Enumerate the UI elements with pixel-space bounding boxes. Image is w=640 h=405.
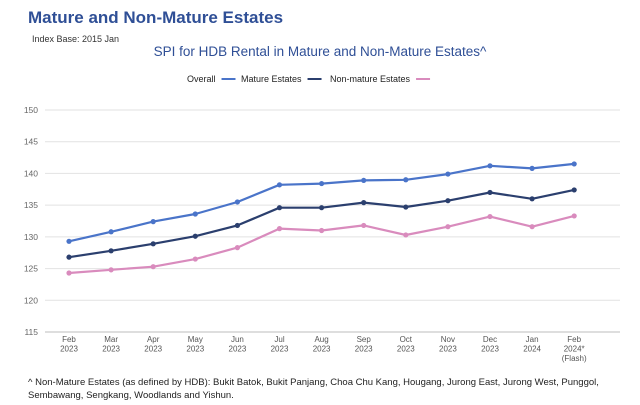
x-tick-label: Apr xyxy=(147,335,160,344)
data-point xyxy=(319,180,325,187)
data-point xyxy=(487,163,493,169)
data-point xyxy=(192,256,198,262)
data-point xyxy=(487,213,493,220)
x-tick-label: Jan xyxy=(526,335,539,344)
x-tick-label: 2023 xyxy=(355,345,373,354)
data-point xyxy=(234,199,240,205)
data-point xyxy=(445,224,451,230)
legend-label: Overall xyxy=(187,74,216,84)
chart-title: SPI for HDB Rental in Mature and Non-Mat… xyxy=(153,44,487,59)
x-tick-label: 2023 xyxy=(186,345,204,354)
data-point xyxy=(276,205,283,211)
data-point xyxy=(276,226,283,232)
x-tick-label: Jul xyxy=(274,335,284,344)
data-point xyxy=(403,232,409,238)
y-tick-label: 145 xyxy=(24,137,38,147)
y-tick-label: 115 xyxy=(24,327,38,337)
data-point xyxy=(192,233,198,239)
data-point xyxy=(150,219,156,225)
data-point xyxy=(319,227,325,234)
data-point xyxy=(529,224,535,230)
data-point xyxy=(66,238,72,244)
legend-label: Mature Estates xyxy=(241,74,302,84)
data-point xyxy=(571,187,577,193)
data-point xyxy=(487,189,493,196)
x-tick-label: 2023 xyxy=(229,345,247,354)
y-tick-label: 120 xyxy=(24,295,38,305)
x-tick-label: 2023 xyxy=(439,345,457,354)
data-point xyxy=(234,222,240,229)
y-tick-label: 135 xyxy=(24,200,38,210)
legend-label: Non-mature Estates xyxy=(330,74,411,84)
data-point xyxy=(108,229,114,235)
y-tick-label: 125 xyxy=(24,264,38,274)
x-tick-label: 2023 xyxy=(102,345,120,354)
x-tick-label: Jun xyxy=(231,335,244,344)
x-tick-label: 2024 xyxy=(523,345,541,354)
x-tick-label: 2023 xyxy=(60,345,78,354)
x-tick-label: Aug xyxy=(314,335,328,344)
y-tick-label: 140 xyxy=(24,168,38,178)
data-point xyxy=(403,177,409,183)
x-tick-label: Oct xyxy=(400,335,413,344)
x-tick-label: Mar xyxy=(104,335,118,344)
y-tick-label: 130 xyxy=(24,232,38,242)
data-point xyxy=(361,177,367,184)
y-tick-label: 150 xyxy=(24,105,38,115)
data-point xyxy=(66,254,72,260)
x-tick-label: Sep xyxy=(357,335,372,344)
page-title: Mature and Non-Mature Estates xyxy=(28,8,284,27)
x-tick-label: 2023 xyxy=(313,345,331,354)
x-tick-label: Dec xyxy=(483,335,497,344)
x-tick-label: Feb xyxy=(567,335,581,344)
data-point xyxy=(445,171,451,177)
data-point xyxy=(150,241,156,247)
data-point xyxy=(571,161,577,167)
x-tick-label: 2023 xyxy=(481,345,499,354)
data-point xyxy=(276,182,283,188)
index-base-label: Index Base: 2015 Jan xyxy=(32,34,120,44)
x-tick-label: 2023 xyxy=(271,345,289,354)
data-point xyxy=(66,270,72,276)
data-point xyxy=(529,165,535,171)
data-point xyxy=(192,211,198,217)
data-point xyxy=(445,198,451,204)
x-tick-label: (Flash) xyxy=(562,354,587,363)
data-point xyxy=(529,196,535,202)
data-point xyxy=(234,245,240,251)
x-tick-label: Feb xyxy=(62,335,76,344)
x-tick-label: May xyxy=(188,335,203,344)
x-tick-label: 2024* xyxy=(564,345,585,354)
data-point xyxy=(108,267,114,273)
data-point xyxy=(319,205,325,211)
data-point xyxy=(108,248,114,254)
data-point xyxy=(361,200,367,206)
x-tick-label: Nov xyxy=(441,335,455,344)
data-point xyxy=(150,264,156,270)
data-point xyxy=(403,204,409,210)
data-point xyxy=(361,222,367,229)
footnote: ^ Non-Mature Estates (as defined by HDB)… xyxy=(28,377,599,401)
data-point xyxy=(571,213,577,219)
x-tick-label: 2023 xyxy=(144,345,162,354)
x-tick-label: 2023 xyxy=(397,345,415,354)
